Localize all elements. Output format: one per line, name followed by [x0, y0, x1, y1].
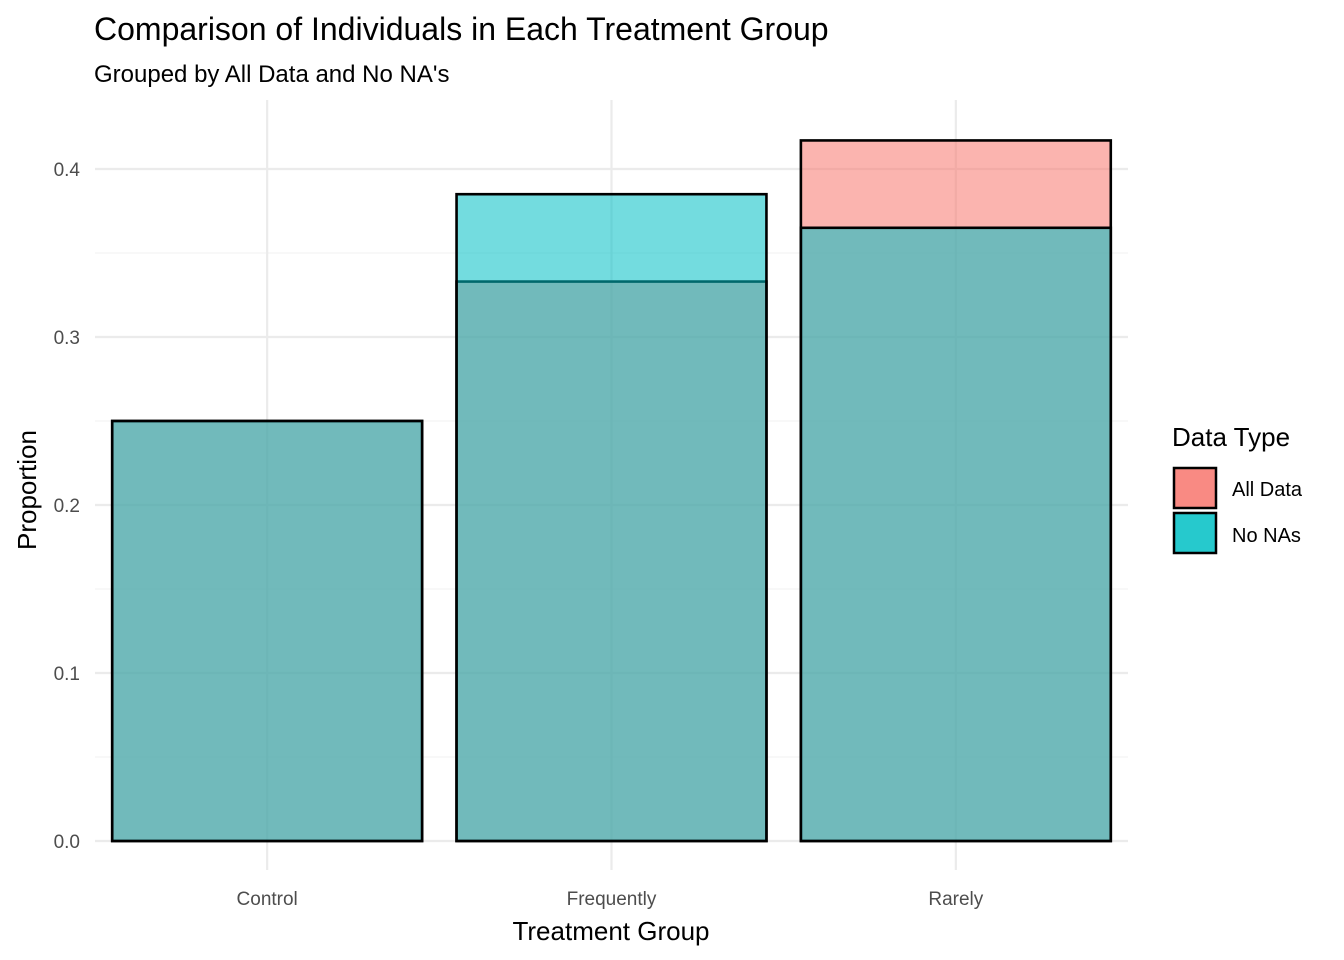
x-axis-title: Treatment Group — [512, 916, 709, 946]
bar-no-nas-frequently — [455, 192, 768, 843]
y-tick-label: 0.4 — [54, 160, 81, 181]
legend-label-all-data: All Data — [1232, 479, 1303, 501]
chart-subtitle: Grouped by All Data and No NA's — [94, 61, 449, 88]
legend-label-no-nas: No NAs — [1232, 525, 1301, 547]
x-tick-label: Frequently — [567, 889, 657, 910]
y-tick-label: 0.1 — [54, 664, 80, 685]
y-axis-ticks: 0.0 0.1 0.2 0.3 0.4 — [54, 160, 81, 853]
chart-title: Comparison of Individuals in Each Treatm… — [94, 11, 829, 47]
legend-key-all-data — [1172, 466, 1218, 510]
x-tick-label: Control — [237, 889, 298, 910]
legend-key-no-nas — [1172, 511, 1218, 555]
y-axis-title: Proportion — [12, 430, 42, 550]
y-tick-label: 0.3 — [54, 328, 80, 349]
bar-no-nas-rarely — [799, 226, 1113, 843]
y-tick-label: 0.2 — [54, 496, 80, 517]
y-tick-label: 0.0 — [54, 832, 80, 853]
legend: Data Type All Data No NAs — [1172, 422, 1303, 555]
x-axis-ticks: Control Frequently Rarely — [237, 889, 984, 910]
series-no-nas — [110, 192, 1113, 843]
legend-title: Data Type — [1172, 422, 1290, 452]
x-tick-label: Rarely — [928, 889, 983, 910]
bar-no-nas-control — [110, 419, 424, 843]
